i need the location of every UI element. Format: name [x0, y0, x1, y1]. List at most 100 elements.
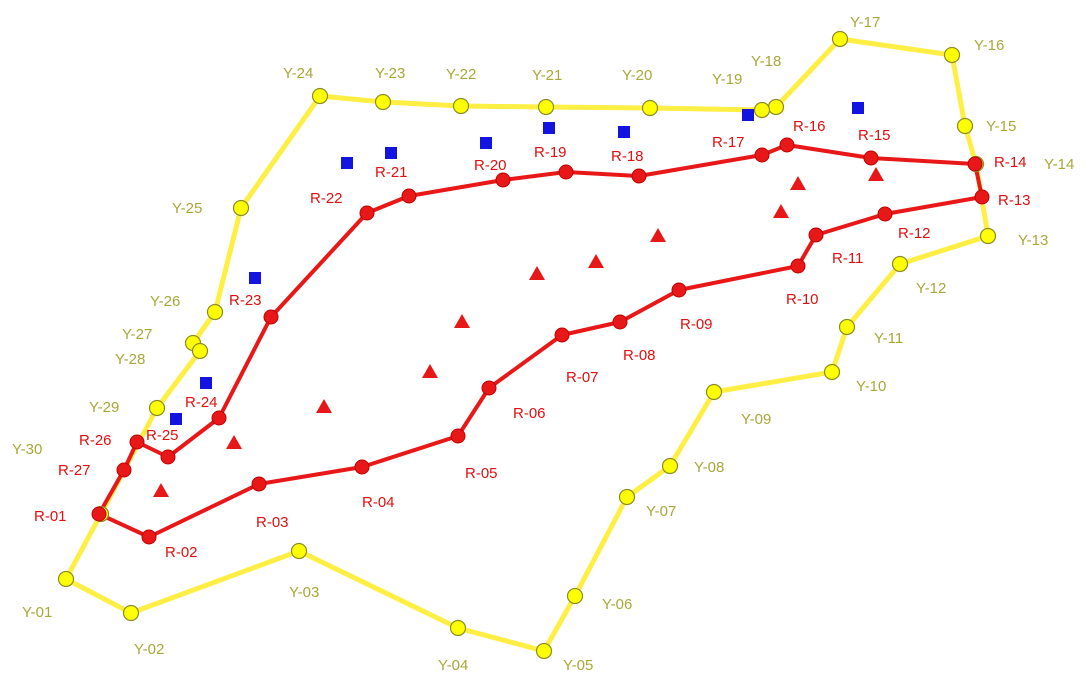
red-point-label: R-20 — [474, 157, 507, 174]
red-point-r-15[interactable] — [863, 150, 879, 166]
red-point-label: R-09 — [680, 316, 713, 333]
yellow-point-label: Y-18 — [751, 53, 781, 70]
red-point-r-09[interactable] — [671, 282, 687, 298]
red-point-label: R-02 — [165, 544, 198, 561]
red-point-r-04[interactable] — [354, 459, 370, 475]
blue-square-marker-icon — [385, 147, 397, 159]
red-point-label: R-18 — [611, 148, 644, 165]
yellow-point-y-03[interactable] — [290, 542, 308, 560]
yellow-point-label: Y-01 — [22, 604, 52, 621]
blue-square-marker-icon — [341, 157, 353, 169]
yellow-point-y-25[interactable] — [232, 199, 250, 217]
blue-square-marker-icon — [249, 272, 261, 284]
yellow-point-label: Y-17 — [850, 14, 880, 31]
red-point-r-17[interactable] — [754, 147, 770, 163]
yellow-point-y-06[interactable] — [566, 587, 584, 605]
red-point-r-25[interactable] — [160, 449, 176, 465]
yellow-point-label: Y-23 — [375, 65, 405, 82]
red-point-r-23[interactable] — [263, 309, 279, 325]
yellow-point-y-02[interactable] — [122, 604, 140, 622]
red-point-label: R-07 — [566, 369, 599, 386]
red-point-r-07[interactable] — [554, 327, 570, 343]
red-point-label: R-14 — [994, 154, 1027, 171]
yellow-point-y-24[interactable] — [311, 87, 329, 105]
red-point-r-18[interactable] — [631, 168, 647, 184]
yellow-point-label: Y-07 — [646, 503, 676, 520]
blue-square-marker-icon — [170, 413, 182, 425]
red-point-r-10[interactable] — [790, 258, 806, 274]
yellow-point-label: Y-10 — [856, 378, 886, 395]
yellow-point-y-26[interactable] — [206, 303, 224, 321]
red-point-r-12[interactable] — [877, 206, 893, 222]
red-point-r-27[interactable] — [116, 462, 132, 478]
yellow-point-y-19[interactable] — [753, 101, 771, 119]
labels-layer: Y-01 Y-02 Y-03 Y-04 Y-05 Y-06 Y-07 Y-08 Y-09 Y-10… — [12, 14, 1074, 674]
yellow-point-label: Y-25 — [172, 200, 202, 217]
red-triangle-marker-icon — [529, 266, 545, 280]
blue-square-marker-icon — [742, 109, 754, 121]
red-point-r-08[interactable] — [612, 314, 628, 330]
red-point-label: R-01 — [34, 508, 67, 525]
red-point-r-11[interactable] — [808, 227, 824, 243]
red-point-label: R-16 — [793, 118, 826, 135]
red-point-r-26[interactable] — [129, 434, 145, 450]
red-point-label: R-06 — [513, 405, 546, 422]
red-point-label: R-10 — [786, 291, 819, 308]
yellow-point-y-09[interactable] — [705, 383, 723, 401]
red-point-r-13[interactable] — [974, 189, 990, 205]
red-point-label: R-12 — [898, 225, 931, 242]
red-point-r-14[interactable] — [967, 156, 983, 172]
yellow-point-label: Y-13 — [1018, 232, 1048, 249]
red-triangle-marker-icon — [773, 204, 789, 218]
yellow-point-y-18[interactable] — [767, 98, 785, 116]
red-point-label: R-24 — [185, 394, 218, 411]
red-point-label: R-26 — [79, 432, 112, 449]
red-triangle-marker-icon — [454, 314, 470, 328]
red-point-label: R-19 — [534, 144, 567, 161]
red-point-r-19[interactable] — [558, 164, 574, 180]
yellow-point-label: Y-15 — [986, 118, 1016, 135]
red-point-label: R-05 — [465, 465, 498, 482]
yellow-point-y-13[interactable] — [979, 227, 997, 245]
red-point-r-03[interactable] — [251, 476, 267, 492]
red-point-r-01[interactable] — [91, 506, 107, 522]
red-point-r-02[interactable] — [141, 529, 157, 545]
yellow-point-y-21[interactable] — [537, 98, 555, 116]
yellow-point-y-20[interactable] — [641, 99, 659, 117]
red-point-r-21[interactable] — [401, 188, 417, 204]
yellow-point-y-29[interactable] — [148, 399, 166, 417]
yellow-point-label: Y-22 — [446, 66, 476, 83]
red-point-r-20[interactable] — [495, 172, 511, 188]
yellow-point-y-04[interactable] — [449, 619, 467, 637]
red-point-label: R-03 — [256, 514, 289, 531]
yellow-point-y-23[interactable] — [374, 93, 392, 111]
yellow-point-y-07[interactable] — [618, 488, 636, 506]
red-point-label: R-15 — [858, 127, 891, 144]
yellow-point-label: Y-30 — [12, 441, 42, 458]
yellow-point-y-16[interactable] — [943, 46, 961, 64]
yellow-point-y-12[interactable] — [891, 255, 909, 273]
yellow-point-y-28[interactable] — [191, 342, 209, 360]
yellow-point-y-22[interactable] — [452, 97, 470, 115]
red-triangle-marker-icon — [226, 435, 242, 449]
red-point-label: R-04 — [362, 494, 395, 511]
red-point-r-16[interactable] — [779, 137, 795, 153]
red-point-label: R-11 — [832, 250, 863, 267]
red-triangle-marker-icon — [153, 483, 169, 497]
red-point-label: R-21 — [375, 164, 408, 181]
red-point-r-06[interactable] — [481, 380, 497, 396]
yellow-point-y-15[interactable] — [956, 117, 974, 135]
yellow-point-y-05[interactable] — [535, 642, 553, 660]
yellow-point-y-08[interactable] — [661, 457, 679, 475]
yellow-point-y-01[interactable] — [57, 570, 75, 588]
red-point-r-05[interactable] — [450, 428, 466, 444]
red-point-r-22[interactable] — [359, 205, 375, 221]
yellow-point-y-11[interactable] — [838, 318, 856, 336]
yellow-point-y-10[interactable] — [823, 363, 841, 381]
yellow-point-label: Y-16 — [974, 37, 1004, 54]
red-point-label: R-13 — [998, 192, 1031, 209]
red-triangle-marker-icon — [422, 364, 438, 378]
yellow-point-label: Y-05 — [563, 657, 593, 674]
red-point-r-24[interactable] — [211, 410, 227, 426]
yellow-point-y-17[interactable] — [831, 30, 849, 48]
